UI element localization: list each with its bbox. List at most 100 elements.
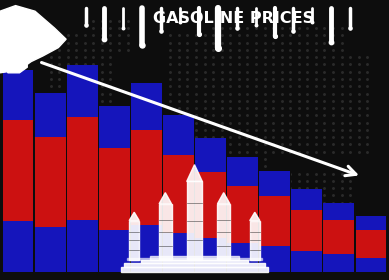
Point	[313, 150, 319, 154]
Point	[364, 55, 370, 59]
Point	[364, 120, 370, 125]
Point	[219, 48, 225, 52]
Point	[116, 200, 122, 205]
Point	[124, 18, 131, 23]
Point	[99, 69, 105, 74]
Point	[133, 142, 139, 147]
Point	[261, 128, 268, 132]
Point	[73, 84, 79, 88]
Point	[253, 120, 259, 125]
Point	[321, 55, 328, 59]
Point	[107, 84, 114, 88]
Point	[287, 193, 293, 198]
Point	[47, 135, 54, 139]
Point	[347, 113, 353, 118]
Point	[338, 113, 345, 118]
Point	[184, 120, 191, 125]
Point	[184, 135, 191, 139]
Point	[193, 113, 199, 118]
Point	[99, 91, 105, 96]
Point	[287, 91, 293, 96]
Point	[321, 150, 328, 154]
Point	[253, 128, 259, 132]
Point	[184, 84, 191, 88]
Point	[73, 135, 79, 139]
Point	[356, 113, 362, 118]
Point	[107, 33, 114, 38]
Point	[167, 69, 173, 74]
Point	[261, 91, 268, 96]
Point	[202, 171, 208, 176]
Point	[270, 40, 276, 45]
Point	[65, 77, 71, 81]
Point	[99, 62, 105, 67]
Point	[99, 33, 105, 38]
Point	[347, 62, 353, 67]
Point	[304, 33, 310, 38]
Point	[99, 113, 105, 118]
Point	[279, 77, 285, 81]
Point	[193, 200, 199, 205]
Point	[330, 91, 336, 96]
Point	[236, 128, 242, 132]
Point	[227, 48, 233, 52]
Point	[347, 106, 353, 110]
Point	[270, 62, 276, 67]
Point	[287, 113, 293, 118]
Point	[236, 142, 242, 147]
Point	[244, 113, 251, 118]
Point	[202, 55, 208, 59]
Point	[210, 26, 216, 30]
Point	[236, 150, 242, 154]
Point	[304, 69, 310, 74]
Point	[47, 128, 54, 132]
Point	[193, 106, 199, 110]
Point	[227, 164, 233, 169]
Point	[193, 84, 199, 88]
Point	[244, 33, 251, 38]
Point	[287, 120, 293, 125]
Point	[210, 193, 216, 198]
Point	[313, 48, 319, 52]
Point	[142, 208, 148, 212]
Point	[338, 222, 345, 227]
Point	[219, 200, 225, 205]
Point	[193, 142, 199, 147]
Point	[82, 40, 88, 45]
Point	[236, 62, 242, 67]
Point	[330, 69, 336, 74]
Point	[244, 106, 251, 110]
Point	[56, 62, 62, 67]
Point	[279, 69, 285, 74]
Point	[116, 215, 122, 220]
Point	[210, 40, 216, 45]
Point	[279, 55, 285, 59]
Point	[202, 77, 208, 81]
Point	[167, 55, 173, 59]
Point	[304, 208, 310, 212]
Point	[90, 215, 96, 220]
Point	[73, 62, 79, 67]
Point	[142, 142, 148, 147]
Point	[364, 84, 370, 88]
Point	[347, 208, 353, 212]
Point	[47, 142, 54, 147]
Point	[321, 120, 328, 125]
Point	[313, 99, 319, 103]
Point	[270, 26, 276, 30]
Point	[227, 171, 233, 176]
Point	[184, 69, 191, 74]
Point	[321, 69, 328, 74]
Point	[142, 164, 148, 169]
Point	[236, 33, 242, 38]
Point	[99, 48, 105, 52]
Point	[107, 113, 114, 118]
Point	[296, 142, 302, 147]
Point	[99, 200, 105, 205]
Point	[56, 113, 62, 118]
Point	[133, 150, 139, 154]
Point	[184, 62, 191, 67]
Point	[107, 157, 114, 161]
Point	[227, 26, 233, 30]
Point	[99, 142, 105, 147]
